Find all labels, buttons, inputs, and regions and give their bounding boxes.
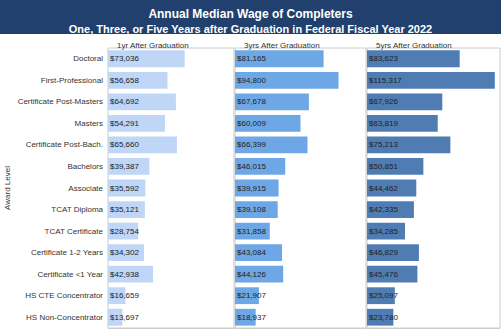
svg-text:$34,285: $34,285: [369, 227, 398, 236]
svg-text:$67,926: $67,926: [369, 97, 398, 106]
svg-text:$44,126: $44,126: [237, 270, 266, 279]
svg-text:$13,697: $13,697: [110, 313, 139, 322]
svg-text:$67,678: $67,678: [237, 97, 266, 106]
svg-text:HS Non-Concentrator: HS Non-Concentrator: [26, 313, 103, 322]
svg-text:$25,097: $25,097: [369, 291, 398, 300]
svg-text:$45,476: $45,476: [369, 270, 398, 279]
svg-text:3yrs After Graduation: 3yrs After Graduation: [244, 41, 320, 50]
svg-text:$83,623: $83,623: [369, 54, 398, 63]
svg-text:$46,829: $46,829: [369, 248, 398, 257]
svg-text:Certificate Post-Bach.: Certificate Post-Bach.: [26, 140, 103, 149]
svg-text:$75,213: $75,213: [369, 140, 398, 149]
svg-text:$94,800: $94,800: [237, 76, 266, 85]
svg-text:$39,915: $39,915: [237, 184, 266, 193]
svg-text:First-Professional: First-Professional: [41, 76, 103, 85]
svg-text:Certificate <1 Year: Certificate <1 Year: [37, 270, 103, 279]
svg-text:Bachelors: Bachelors: [67, 162, 103, 171]
svg-text:$42,938: $42,938: [110, 270, 139, 279]
svg-text:TCAT Certificate: TCAT Certificate: [45, 227, 104, 236]
svg-text:One, Three, or Five Years afte: One, Three, or Five Years after Graduati…: [69, 23, 432, 35]
svg-text:HS CTE Concentrator: HS CTE Concentrator: [25, 291, 103, 300]
svg-text:$31,858: $31,858: [237, 227, 266, 236]
svg-text:$34,302: $34,302: [110, 248, 139, 257]
svg-text:$115,317: $115,317: [369, 76, 402, 85]
svg-text:$21,907: $21,907: [237, 291, 266, 300]
svg-text:Doctoral: Doctoral: [73, 54, 103, 63]
svg-text:$56,658: $56,658: [110, 76, 139, 85]
svg-text:$43,084: $43,084: [237, 248, 266, 257]
svg-text:$16,659: $16,659: [110, 291, 139, 300]
svg-text:$64,692: $64,692: [110, 97, 139, 106]
svg-text:$39,108: $39,108: [237, 205, 266, 214]
svg-text:$28,754: $28,754: [110, 227, 139, 236]
svg-text:Masters: Masters: [75, 119, 103, 128]
svg-text:$42,335: $42,335: [369, 205, 398, 214]
svg-text:Award Level: Award Level: [3, 166, 12, 210]
svg-text:$35,592: $35,592: [110, 184, 139, 193]
svg-text:$60,009: $60,009: [237, 119, 266, 128]
svg-text:1yr After Graduation: 1yr After Graduation: [117, 41, 189, 50]
svg-text:$39,387: $39,387: [110, 162, 139, 171]
svg-text:$46,015: $46,015: [237, 162, 266, 171]
svg-text:$18,937: $18,937: [237, 313, 266, 322]
svg-text:$66,399: $66,399: [237, 140, 266, 149]
svg-text:Certificate 1-2 Years: Certificate 1-2 Years: [31, 248, 103, 257]
svg-text:Associate: Associate: [68, 184, 103, 193]
svg-text:TCAT Diploma: TCAT Diploma: [51, 205, 103, 214]
svg-text:$81,165: $81,165: [237, 54, 266, 63]
svg-text:$44,462: $44,462: [369, 184, 398, 193]
svg-text:$23,780: $23,780: [369, 313, 398, 322]
svg-text:$54,291: $54,291: [110, 119, 139, 128]
svg-text:$50,851: $50,851: [369, 162, 398, 171]
svg-text:$65,660: $65,660: [110, 140, 139, 149]
svg-text:$63,819: $63,819: [369, 119, 398, 128]
svg-text:Annual Median Wage of Complete: Annual Median Wage of Completers: [148, 7, 353, 21]
svg-text:Certificate Post-Masters: Certificate Post-Masters: [18, 97, 103, 106]
svg-text:$35,121: $35,121: [110, 205, 139, 214]
svg-text:5yrs After Graduation: 5yrs After Graduation: [376, 41, 452, 50]
svg-text:$73,036: $73,036: [110, 54, 139, 63]
